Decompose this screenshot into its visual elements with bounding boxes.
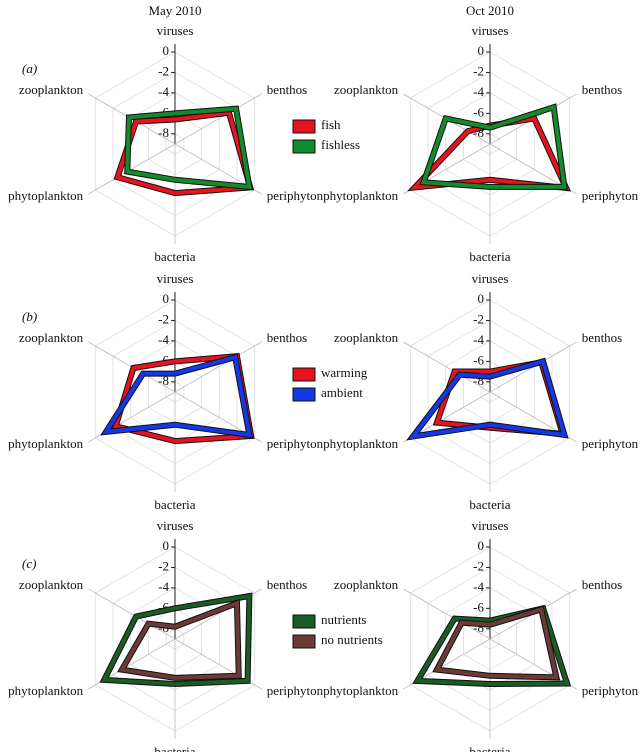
axis-label: benthos bbox=[267, 82, 307, 97]
tick-label: -6 bbox=[158, 599, 169, 614]
legend-swatch bbox=[292, 367, 316, 382]
axis-label: viruses bbox=[157, 23, 194, 38]
tick-label: -4 bbox=[473, 579, 484, 594]
axis-label: phytoplankton bbox=[8, 436, 84, 451]
axis-label: benthos bbox=[267, 577, 307, 592]
tick-label: -2 bbox=[158, 311, 169, 326]
legend-swatch bbox=[292, 139, 316, 154]
axis-label: periphyton bbox=[582, 436, 639, 451]
tick-label: -2 bbox=[473, 63, 484, 78]
tick-label: -6 bbox=[158, 352, 169, 367]
axis-label: viruses bbox=[157, 271, 194, 286]
series-shape bbox=[420, 104, 567, 189]
column-title: May 2010 bbox=[148, 3, 201, 18]
legend-swatch bbox=[292, 614, 316, 629]
tick-label: -2 bbox=[473, 311, 484, 326]
axis-label: benthos bbox=[582, 577, 622, 592]
legend-swatch bbox=[292, 387, 316, 402]
series-shape bbox=[408, 358, 568, 440]
tick-label: -8 bbox=[158, 125, 169, 140]
legend-label: fishless bbox=[321, 137, 360, 152]
spoke bbox=[403, 588, 491, 640]
axis-label: bacteria bbox=[154, 497, 195, 512]
axis-label: zooplankton bbox=[19, 330, 84, 345]
tick-label: -8 bbox=[158, 373, 169, 388]
series-shape bbox=[101, 593, 252, 686]
axis-label: benthos bbox=[582, 82, 622, 97]
axis-label: periphyton bbox=[267, 188, 324, 203]
tick-label: -8 bbox=[473, 125, 484, 140]
spoke bbox=[174, 341, 262, 393]
axis-label: bacteria bbox=[154, 249, 195, 264]
axis-label: periphyton bbox=[267, 683, 324, 698]
axis-label: phytoplankton bbox=[323, 436, 399, 451]
tick-label: -6 bbox=[473, 104, 484, 119]
spoke bbox=[403, 341, 491, 393]
legend-label: ambient bbox=[321, 385, 363, 400]
tick-label: -6 bbox=[473, 599, 484, 614]
tick-label: 0 bbox=[478, 538, 485, 553]
series-shape bbox=[433, 606, 559, 680]
tick-label: 0 bbox=[478, 43, 485, 58]
tick-label: -6 bbox=[473, 352, 484, 367]
tick-label: 0 bbox=[478, 291, 485, 306]
tick-label: -8 bbox=[473, 620, 484, 635]
tick-label: -4 bbox=[158, 84, 169, 99]
axis-label: phytoplankton bbox=[323, 188, 399, 203]
axis-label: phytoplankton bbox=[323, 683, 399, 698]
axis-label: zooplankton bbox=[334, 82, 399, 97]
panel-label: (b) bbox=[22, 309, 37, 324]
axis-label: viruses bbox=[472, 23, 509, 38]
tick-label: -2 bbox=[158, 63, 169, 78]
axis-label: viruses bbox=[157, 518, 194, 533]
axis-label: bacteria bbox=[469, 497, 510, 512]
column-title: Oct 2010 bbox=[466, 3, 514, 18]
axis-label: viruses bbox=[472, 518, 509, 533]
panel-label: (a) bbox=[22, 61, 37, 76]
axis-label: bacteria bbox=[469, 744, 510, 752]
axis-label: periphyton bbox=[582, 683, 639, 698]
axis-label: zooplankton bbox=[334, 330, 399, 345]
axis-label: periphyton bbox=[267, 436, 324, 451]
spoke bbox=[88, 588, 176, 640]
tick-label: -2 bbox=[473, 558, 484, 573]
axis-label: benthos bbox=[267, 330, 307, 345]
tick-label: 0 bbox=[163, 43, 170, 58]
axis-label: bacteria bbox=[154, 744, 195, 752]
axis-label: zooplankton bbox=[19, 82, 84, 97]
series-shape bbox=[125, 106, 252, 190]
tick-label: -4 bbox=[158, 332, 169, 347]
axis-label: phytoplankton bbox=[8, 683, 84, 698]
series-shape bbox=[409, 116, 570, 191]
axis-label: zooplankton bbox=[19, 577, 84, 592]
spoke bbox=[88, 143, 176, 195]
axis-label: phytoplankton bbox=[8, 188, 84, 203]
legend-label: no nutrients bbox=[321, 632, 383, 647]
axis-label: periphyton bbox=[582, 188, 639, 203]
legend-label: nutrients bbox=[321, 612, 367, 627]
axis-label: benthos bbox=[582, 330, 622, 345]
axis-label: zooplankton bbox=[334, 577, 399, 592]
tick-label: -8 bbox=[473, 373, 484, 388]
tick-label: -4 bbox=[158, 579, 169, 594]
axis-label: viruses bbox=[472, 271, 509, 286]
spoke bbox=[174, 93, 262, 145]
tick-label: 0 bbox=[163, 538, 170, 553]
series-shape bbox=[114, 110, 253, 196]
axis-label: bacteria bbox=[469, 249, 510, 264]
tick-label: -4 bbox=[473, 332, 484, 347]
tick-label: 0 bbox=[163, 291, 170, 306]
series-shape bbox=[118, 600, 241, 680]
legend-label: warming bbox=[321, 365, 368, 380]
legend-swatch bbox=[292, 119, 316, 134]
legend-swatch bbox=[292, 634, 316, 649]
legend-label: fish bbox=[321, 117, 341, 132]
series-shape bbox=[102, 354, 252, 438]
tick-label: -2 bbox=[158, 558, 169, 573]
panel-label: (c) bbox=[22, 556, 36, 571]
tick-label: -4 bbox=[473, 84, 484, 99]
